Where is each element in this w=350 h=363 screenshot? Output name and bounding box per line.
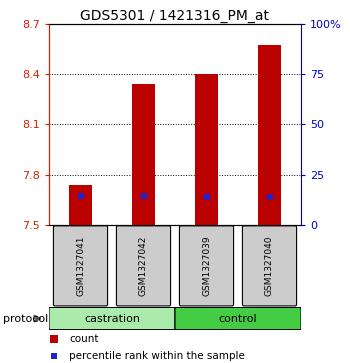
Bar	[258, 45, 281, 225]
Bar	[69, 185, 91, 225]
Text: count: count	[69, 334, 99, 344]
Text: percentile rank within the sample: percentile rank within the sample	[69, 351, 245, 361]
FancyBboxPatch shape	[180, 226, 233, 306]
FancyBboxPatch shape	[243, 226, 296, 306]
FancyBboxPatch shape	[49, 307, 175, 330]
Text: GDS5301 / 1421316_PM_at: GDS5301 / 1421316_PM_at	[80, 9, 270, 23]
Text: control: control	[219, 314, 257, 323]
Text: GSM1327041: GSM1327041	[76, 236, 85, 296]
FancyBboxPatch shape	[117, 226, 170, 306]
Text: protocol: protocol	[4, 314, 49, 323]
Text: castration: castration	[84, 314, 140, 323]
Text: GSM1327039: GSM1327039	[202, 236, 211, 296]
Bar	[132, 84, 154, 225]
Text: GSM1327040: GSM1327040	[265, 236, 274, 296]
FancyBboxPatch shape	[54, 226, 107, 306]
Bar	[195, 74, 217, 225]
FancyBboxPatch shape	[175, 307, 301, 330]
Text: GSM1327042: GSM1327042	[139, 236, 148, 296]
